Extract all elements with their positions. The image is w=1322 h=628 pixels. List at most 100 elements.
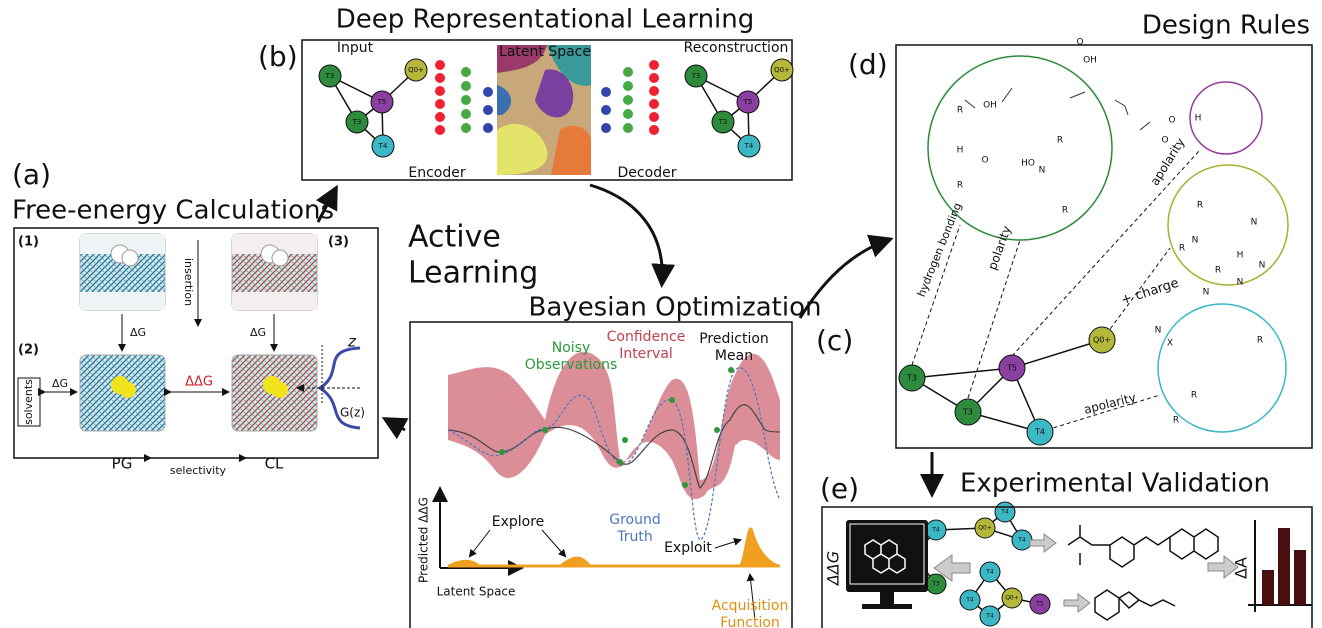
active-learning: Learning — [408, 256, 538, 291]
atom-label: H — [1195, 114, 1202, 124]
gp-plot — [440, 352, 780, 620]
group-circles — [928, 56, 1288, 432]
pg-label: PG — [112, 455, 133, 473]
node-label: T5 — [743, 98, 753, 106]
annotation: Explore — [492, 514, 545, 530]
node-label: T3 — [906, 374, 917, 383]
selectivity-label: selectivity — [170, 464, 227, 477]
atom-label: H — [957, 146, 964, 156]
neuron — [649, 99, 659, 109]
neuron — [623, 95, 633, 105]
panel-title: Design Rules — [1142, 11, 1310, 41]
edge — [912, 368, 1012, 378]
neuron — [435, 99, 445, 109]
delta-g: ΔG — [130, 326, 146, 339]
atom-label: HO — [1021, 159, 1035, 169]
annotation: Prediction — [699, 331, 769, 347]
bond — [965, 100, 975, 108]
neuron — [461, 67, 471, 77]
atom-label: X — [1167, 339, 1173, 349]
node-label: T3 — [325, 72, 335, 80]
neuron — [623, 81, 633, 91]
neuron — [623, 67, 633, 77]
node-label: Q0+ — [1005, 595, 1019, 602]
y-label: ΔΔG — [824, 551, 843, 587]
neuron — [649, 60, 659, 70]
atom-label: N — [1259, 261, 1266, 271]
decoder-label: Decoder — [618, 165, 677, 181]
z-label: z — [347, 333, 357, 351]
node-label: T3 — [962, 408, 973, 417]
neuron — [601, 87, 611, 97]
assay-label: ΔA — [1232, 557, 1251, 579]
panel-label: (d) — [848, 48, 888, 81]
atom-label: O — [1161, 136, 1168, 146]
atom-label: H — [1237, 251, 1244, 261]
neuron — [461, 123, 471, 133]
atom-label: OH — [983, 101, 997, 111]
annotation: Observations — [525, 357, 618, 373]
delta-g: ΔG — [250, 326, 266, 339]
active-learning: Active — [408, 220, 501, 255]
atom-label: N — [1237, 278, 1244, 288]
bond — [1115, 100, 1125, 106]
neuron — [435, 73, 445, 83]
annotation: Acquisition — [712, 598, 789, 614]
insertion-label: insertion — [182, 258, 195, 306]
node-label: T4 — [378, 142, 388, 150]
node-label: Q0+ — [978, 525, 992, 532]
node-label: T4 — [931, 527, 940, 534]
annotation: Ground — [609, 512, 661, 528]
atom-label: R — [1057, 136, 1063, 146]
atom-label: N — [1203, 288, 1210, 298]
edge — [1012, 340, 1102, 368]
figure: (a) Free-energy Calculations (1) (2) (3)… — [0, 0, 1322, 628]
x-axis-label: Latent Space — [437, 585, 516, 599]
bond — [1125, 106, 1128, 115]
atom-label: O — [1168, 116, 1175, 126]
node-label: Q0+ — [774, 66, 790, 74]
node-label: T3 — [718, 118, 728, 126]
panel-label: (c) — [816, 324, 853, 357]
neuron — [461, 109, 471, 119]
bond — [1070, 92, 1085, 98]
g-label: G(z) — [340, 406, 365, 420]
step-label: (3) — [328, 235, 349, 250]
node-label: T4 — [965, 597, 974, 604]
node-label: T3 — [691, 72, 701, 80]
step-label: (1) — [18, 235, 39, 250]
rule-label: polarity — [985, 224, 1014, 272]
delta-g: ΔG — [52, 377, 68, 390]
annotation: Confidence — [607, 329, 686, 345]
annotation: Exploit — [664, 540, 712, 556]
neuron — [601, 123, 611, 133]
neuron — [435, 112, 445, 122]
node-label: T4 — [985, 569, 994, 576]
panel-title: Free-energy Calculations — [12, 196, 334, 226]
atom-label: R — [1191, 391, 1197, 401]
atom-label: R — [957, 181, 963, 191]
node-label: T5 — [1035, 601, 1044, 608]
neuron — [461, 95, 471, 105]
annotation: Mean — [715, 348, 753, 364]
rule-label: + charge — [1119, 276, 1180, 309]
atom-label: OH — [1083, 56, 1097, 66]
neuron — [649, 112, 659, 122]
node-label: T5 — [1006, 364, 1017, 373]
atom-label: R — [1179, 244, 1185, 254]
latent-label: Latent Space — [499, 44, 591, 60]
annotation: Truth — [616, 529, 653, 545]
atom-label: N — [1039, 166, 1046, 176]
atom-label: R — [1197, 201, 1203, 211]
node-label: T4 — [1000, 509, 1009, 516]
neuron — [623, 109, 633, 119]
neuron — [649, 125, 659, 135]
neuron — [649, 73, 659, 83]
atom-label: O — [1076, 38, 1083, 48]
annotation: Function — [720, 615, 780, 628]
solvents-label: solvents — [22, 379, 35, 425]
annotation: Noisy — [552, 340, 591, 356]
neuron — [601, 105, 611, 115]
panel-title: Experimental Validation — [960, 469, 1270, 499]
panel-box — [14, 228, 378, 458]
